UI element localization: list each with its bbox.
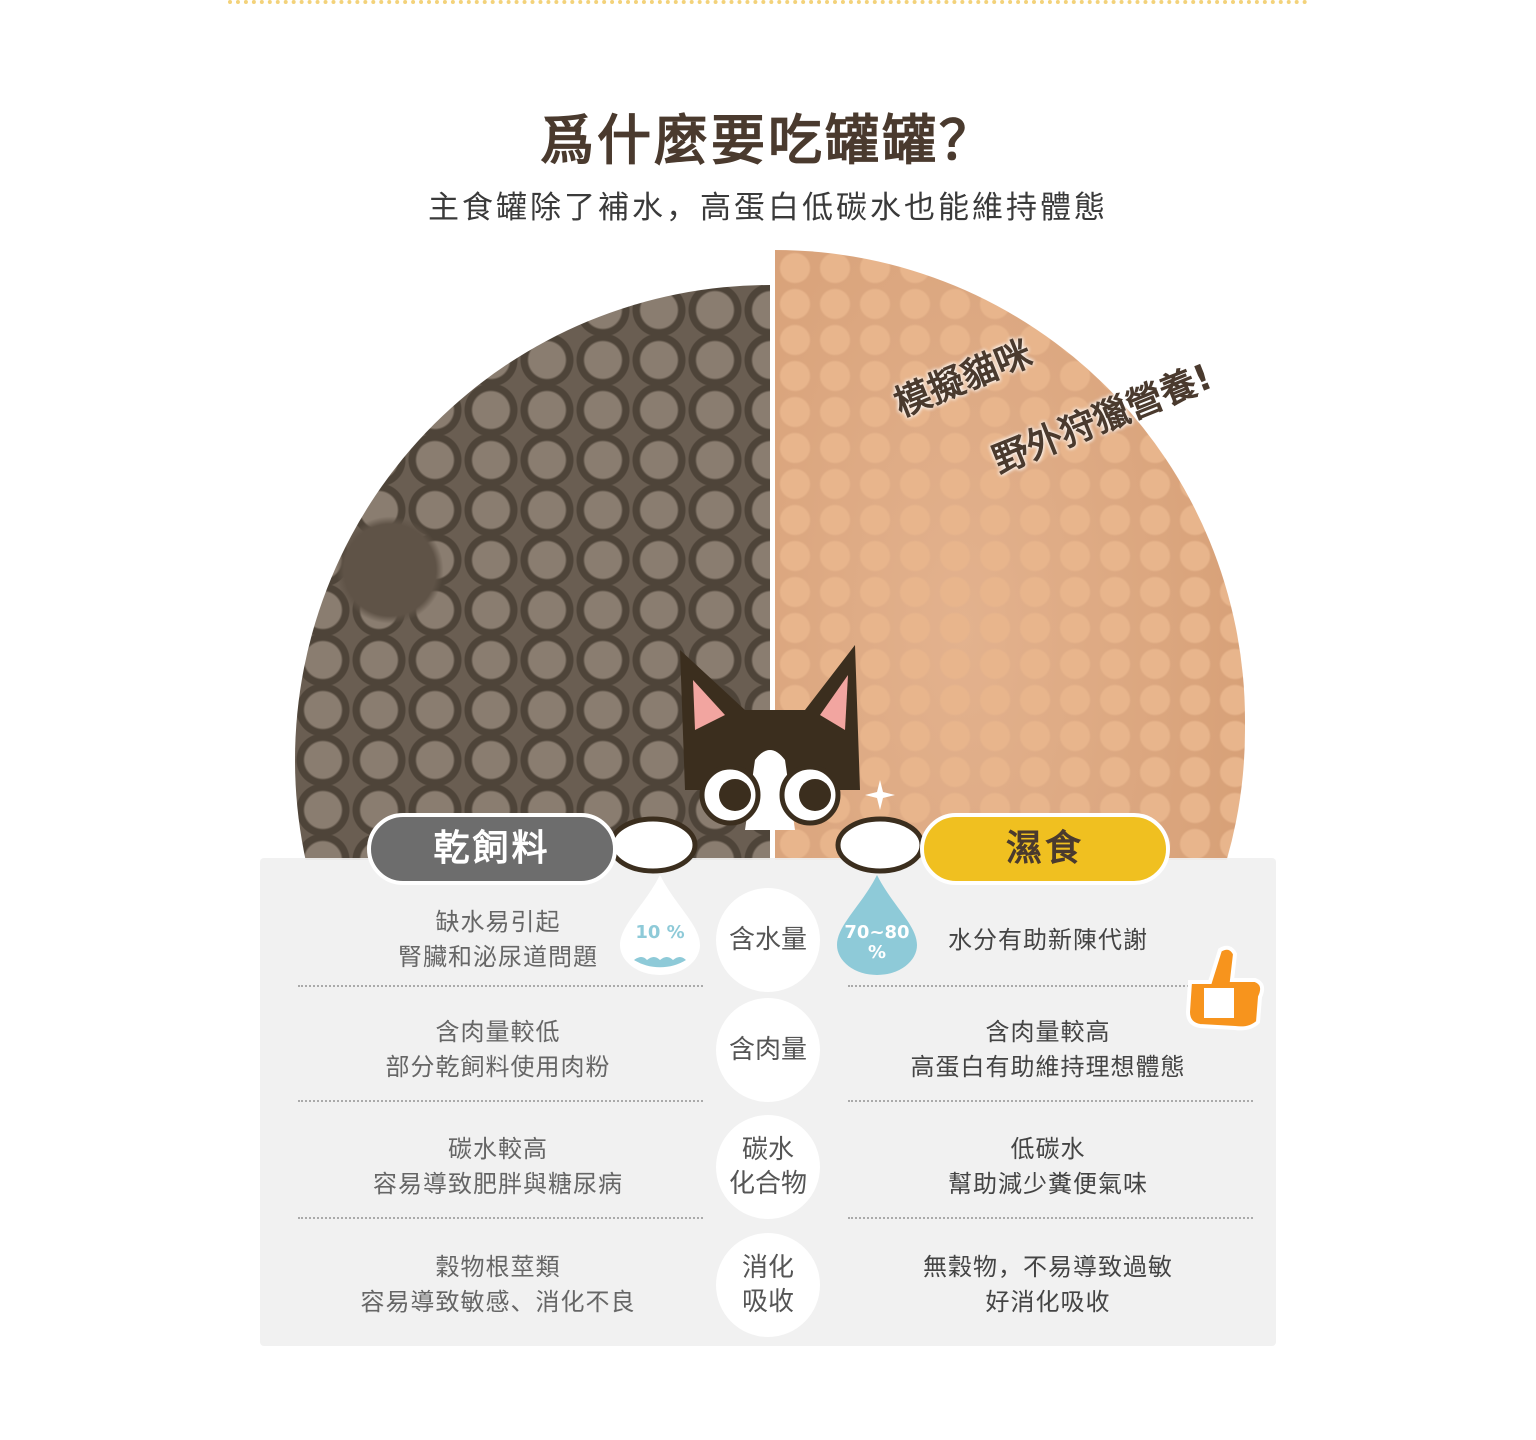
row-divider bbox=[298, 1100, 703, 1102]
top-dotted-divider bbox=[228, 0, 1308, 4]
wet-food-description-line: 無穀物，不易導致過敏 bbox=[923, 1253, 1173, 1281]
comparison-topic: 含肉量 bbox=[716, 998, 820, 1102]
wet-food-description: 低碳水幫助減少糞便氣味 bbox=[848, 1132, 1248, 1202]
wet-food-description-line: 含肉量較高 bbox=[985, 1018, 1111, 1046]
food-comparison-image bbox=[295, 250, 1245, 860]
wet-food-label: 濕食 bbox=[920, 813, 1170, 885]
comparison-topic: 碳水 化合物 bbox=[716, 1115, 820, 1219]
wet-food-description: 水分有助新陳代謝 bbox=[848, 923, 1248, 958]
sparkle-icon bbox=[865, 780, 895, 810]
wet-food-description: 無穀物，不易導致過敏 好消化吸收 bbox=[848, 1250, 1248, 1320]
dry-food-description: 碳水較高容易導致肥胖與糖尿病 bbox=[298, 1132, 698, 1202]
dry-food-description-line: 穀物根莖類 bbox=[435, 1253, 561, 1281]
water-drop-icon bbox=[620, 875, 700, 975]
dry-food-description: 缺水易引起腎臟和泌尿道問題 bbox=[298, 905, 698, 975]
dry-food-description-line: 缺水易引起 bbox=[435, 908, 561, 936]
dry-food-description: 含肉量較低部分乾飼料使用肉粉 bbox=[298, 1015, 698, 1085]
cat-mascot-icon bbox=[608, 645, 925, 874]
dry-food-description-line: 含肉量較低 bbox=[435, 1018, 561, 1046]
topic-line: 消化 bbox=[741, 1253, 794, 1283]
comparison-topic: 消化 吸收 bbox=[716, 1233, 820, 1337]
page-title: 爲什麼要吃罐罐？ bbox=[540, 109, 996, 172]
dry-food-description: 穀物根莖類容易導致敏感、消化不良 bbox=[298, 1250, 698, 1320]
wet-food-description-line: 低碳水 bbox=[1010, 1135, 1086, 1163]
wet-water-percent: 70~80% bbox=[844, 922, 910, 963]
topic-line: 碳水 bbox=[741, 1135, 794, 1165]
topic-line: 化合物 bbox=[728, 1169, 807, 1199]
topic-line: 含水量 bbox=[728, 925, 807, 955]
wet-food-description-line: 好消化吸收 bbox=[985, 1288, 1111, 1316]
row-divider bbox=[298, 1217, 703, 1219]
page-subtitle: 主食罐除了補水，高蛋白低碳水也能維持體態 bbox=[428, 190, 1108, 226]
dry-food-description-line: 容易導致肥胖與糖尿病 bbox=[373, 1170, 623, 1198]
wet-food-description-line: 水分有助新陳代謝 bbox=[948, 925, 1148, 954]
dry-food-description-line: 容易導致敏感、消化不良 bbox=[360, 1288, 636, 1316]
wet-food-description: 含肉量較高高蛋白有助維持理想體態 bbox=[848, 1015, 1248, 1085]
dry-food-description-line: 部分乾飼料使用肉粉 bbox=[385, 1053, 611, 1081]
row-divider bbox=[848, 1100, 1253, 1102]
topic-line: 含肉量 bbox=[728, 1035, 807, 1065]
topic-line: 吸收 bbox=[741, 1287, 794, 1317]
comparison-topic: 含水量 bbox=[716, 888, 820, 992]
row-divider bbox=[848, 985, 1253, 987]
wet-food-description-line: 高蛋白有助維持理想體態 bbox=[910, 1053, 1186, 1081]
thumbs-up-icon bbox=[1185, 945, 1265, 1031]
row-divider bbox=[298, 985, 703, 987]
wet-food-description-line: 幫助減少糞便氣味 bbox=[948, 1170, 1148, 1198]
dry-food-description-line: 腎臟和泌尿道問題 bbox=[398, 943, 598, 971]
row-divider bbox=[848, 1217, 1253, 1219]
dry-food-label: 乾飼料 bbox=[367, 813, 617, 885]
dry-food-description-line: 碳水較高 bbox=[448, 1135, 548, 1163]
dry-water-percent: 10 % bbox=[635, 922, 685, 943]
water-drop-icon bbox=[837, 875, 917, 975]
